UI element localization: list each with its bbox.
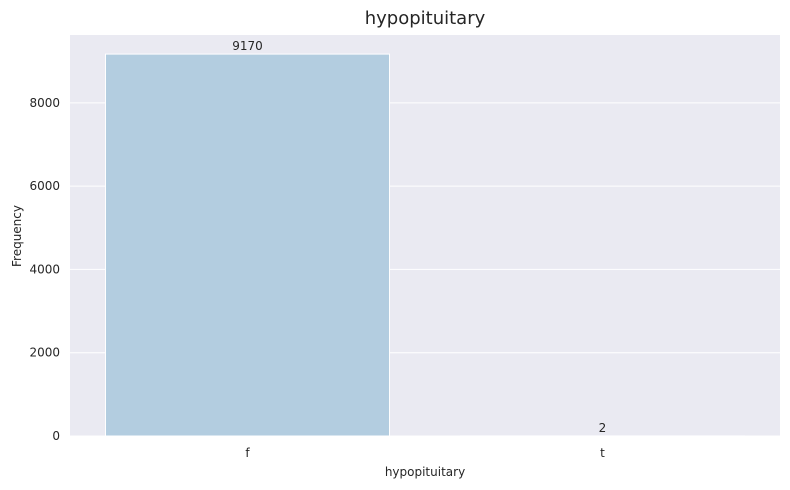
- ticks: 0 2000 4000 6000 8000 f t: [29, 96, 605, 460]
- bars: [105, 53, 745, 437]
- y-tick-label: 6000: [29, 179, 60, 193]
- y-axis-label: Frequency: [10, 205, 24, 267]
- chart-title: hypopituitary: [365, 8, 486, 29]
- x-axis-label: hypopituitary: [385, 465, 465, 479]
- y-tick-label: 2000: [29, 346, 60, 360]
- bar-value-label: 9170: [232, 39, 263, 53]
- x-tick-label: f: [245, 446, 250, 460]
- bar: [105, 53, 390, 437]
- y-tick-label: 4000: [29, 262, 60, 276]
- y-tick-label: 8000: [29, 96, 60, 110]
- y-tick-label: 0: [52, 429, 60, 443]
- data-labels: 9170 2: [232, 39, 606, 435]
- x-tick-label: t: [600, 446, 605, 460]
- bar-value-label: 2: [599, 421, 607, 435]
